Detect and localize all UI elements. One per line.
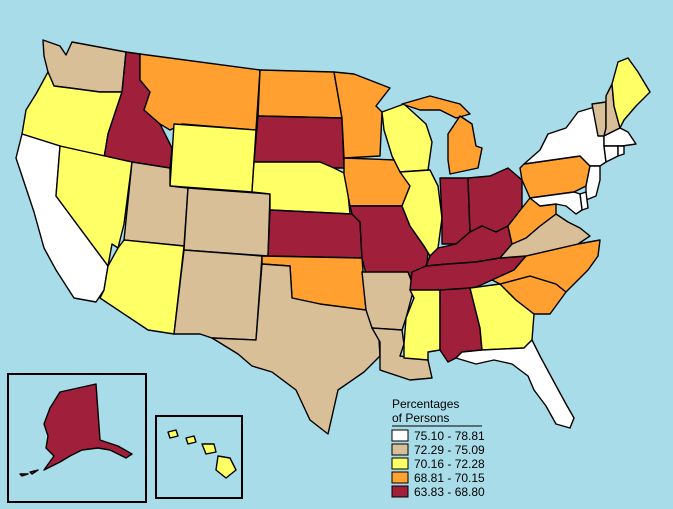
state-colorado xyxy=(183,187,271,257)
legend-swatch-5 xyxy=(391,485,409,498)
alaska-inset xyxy=(7,373,147,503)
state-florida xyxy=(455,339,575,429)
state-north-carolina xyxy=(491,239,601,293)
alaska-aleutian-islands xyxy=(19,469,39,477)
legend: Percentages of Persons 75.10 - 78.8172.2… xyxy=(391,397,485,499)
legend-label-4: 68.81 - 70.15 xyxy=(414,471,485,485)
state-louisiana xyxy=(371,327,433,381)
state-hawaii-big-island xyxy=(215,455,237,479)
legend-title-line2: of Persons xyxy=(392,411,449,425)
state-south-dakota xyxy=(253,115,345,169)
state-rhode-island xyxy=(617,145,625,157)
legend-title-line1: Percentages xyxy=(392,397,459,411)
legend-label-1: 75.10 - 78.81 xyxy=(414,429,485,443)
state-maryland xyxy=(529,191,583,215)
state-michigan xyxy=(401,95,483,175)
state-arkansas xyxy=(361,271,415,331)
state-hawaii-kauai xyxy=(167,429,179,439)
state-west-virginia xyxy=(507,197,557,245)
state-maine xyxy=(611,57,651,129)
legend-swatch-2 xyxy=(391,443,409,456)
legend-label-3: 70.16 - 72.28 xyxy=(414,457,485,471)
state-indiana xyxy=(439,177,471,245)
state-new-jersey xyxy=(585,165,601,201)
state-texas xyxy=(211,263,381,435)
legend-swatch-1 xyxy=(391,429,409,442)
legend-swatch-3 xyxy=(391,457,409,470)
state-kansas xyxy=(267,209,363,259)
legend-label-5: 63.83 - 68.80 xyxy=(414,485,485,499)
state-hawaii-molokai-maui xyxy=(201,443,217,455)
hawaii-inset xyxy=(155,415,243,499)
state-new-mexico xyxy=(173,249,263,341)
legend-label-2: 72.29 - 75.09 xyxy=(414,443,485,457)
state-alaska xyxy=(43,383,133,471)
state-north-dakota xyxy=(257,69,343,119)
legend-swatch-4 xyxy=(391,471,409,484)
hawaii-inset-frame xyxy=(155,415,243,499)
state-wyoming xyxy=(169,123,257,193)
state-hawaii-oahu xyxy=(185,435,197,445)
